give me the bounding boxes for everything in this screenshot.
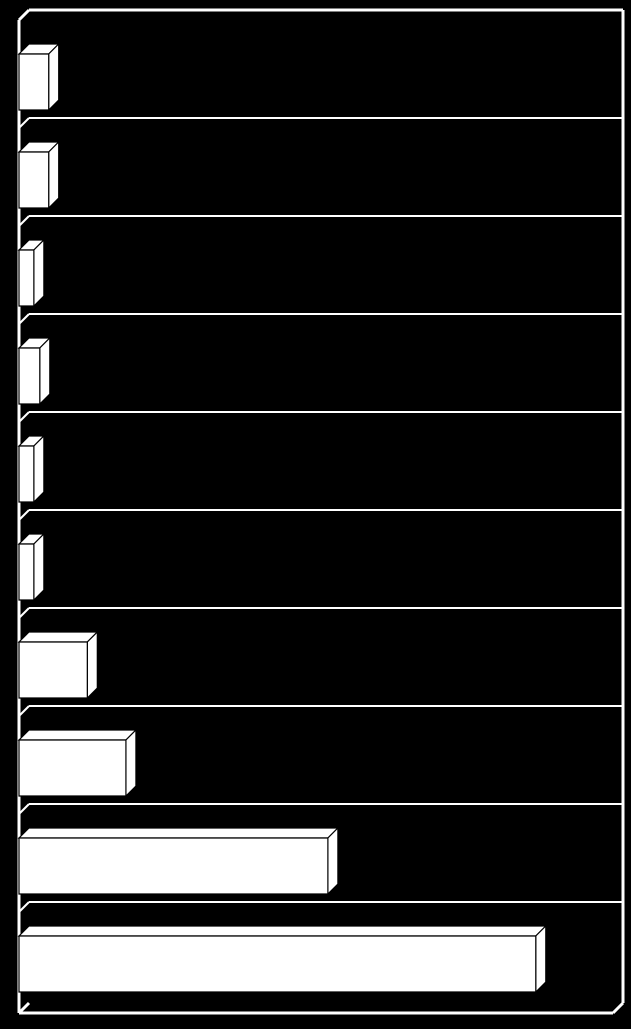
- corner-top-left: [19, 10, 29, 20]
- bar-face-4: [19, 446, 34, 502]
- bar-1: [19, 142, 59, 208]
- bar-side-7: [126, 730, 136, 796]
- bar-0: [19, 44, 59, 110]
- bar-face-0: [19, 54, 49, 110]
- bar-7: [19, 730, 136, 796]
- bar-face-7: [19, 740, 126, 796]
- bar-3: [19, 338, 50, 404]
- bar-chart: [0, 0, 631, 1029]
- bar-side-5: [34, 534, 44, 600]
- bar-side-6: [87, 632, 97, 698]
- bar-side-0: [49, 44, 59, 110]
- bar-top-6: [19, 632, 97, 642]
- bar-4: [19, 436, 44, 502]
- bar-side-1: [49, 142, 59, 208]
- bar-top-8: [19, 828, 338, 838]
- bar-face-2: [19, 250, 34, 306]
- bar-8: [19, 828, 338, 894]
- bar-face-8: [19, 838, 328, 894]
- bar-face-6: [19, 642, 87, 698]
- axis-frame: [0, 0, 631, 1029]
- bar-9: [19, 926, 546, 992]
- bar-6: [19, 632, 97, 698]
- bar-2: [19, 240, 44, 306]
- bar-top-9: [19, 926, 546, 936]
- bar-side-3: [40, 338, 50, 404]
- bar-side-8: [328, 828, 338, 894]
- bar-5: [19, 534, 44, 600]
- bar-face-1: [19, 152, 49, 208]
- bar-face-9: [19, 936, 536, 992]
- bar-side-4: [34, 436, 44, 502]
- corner-bottom-right: [613, 1003, 623, 1013]
- bar-side-2: [34, 240, 44, 306]
- bar-face-3: [19, 348, 40, 404]
- bar-side-9: [536, 926, 546, 992]
- bar-top-7: [19, 730, 136, 740]
- bar-face-5: [19, 544, 34, 600]
